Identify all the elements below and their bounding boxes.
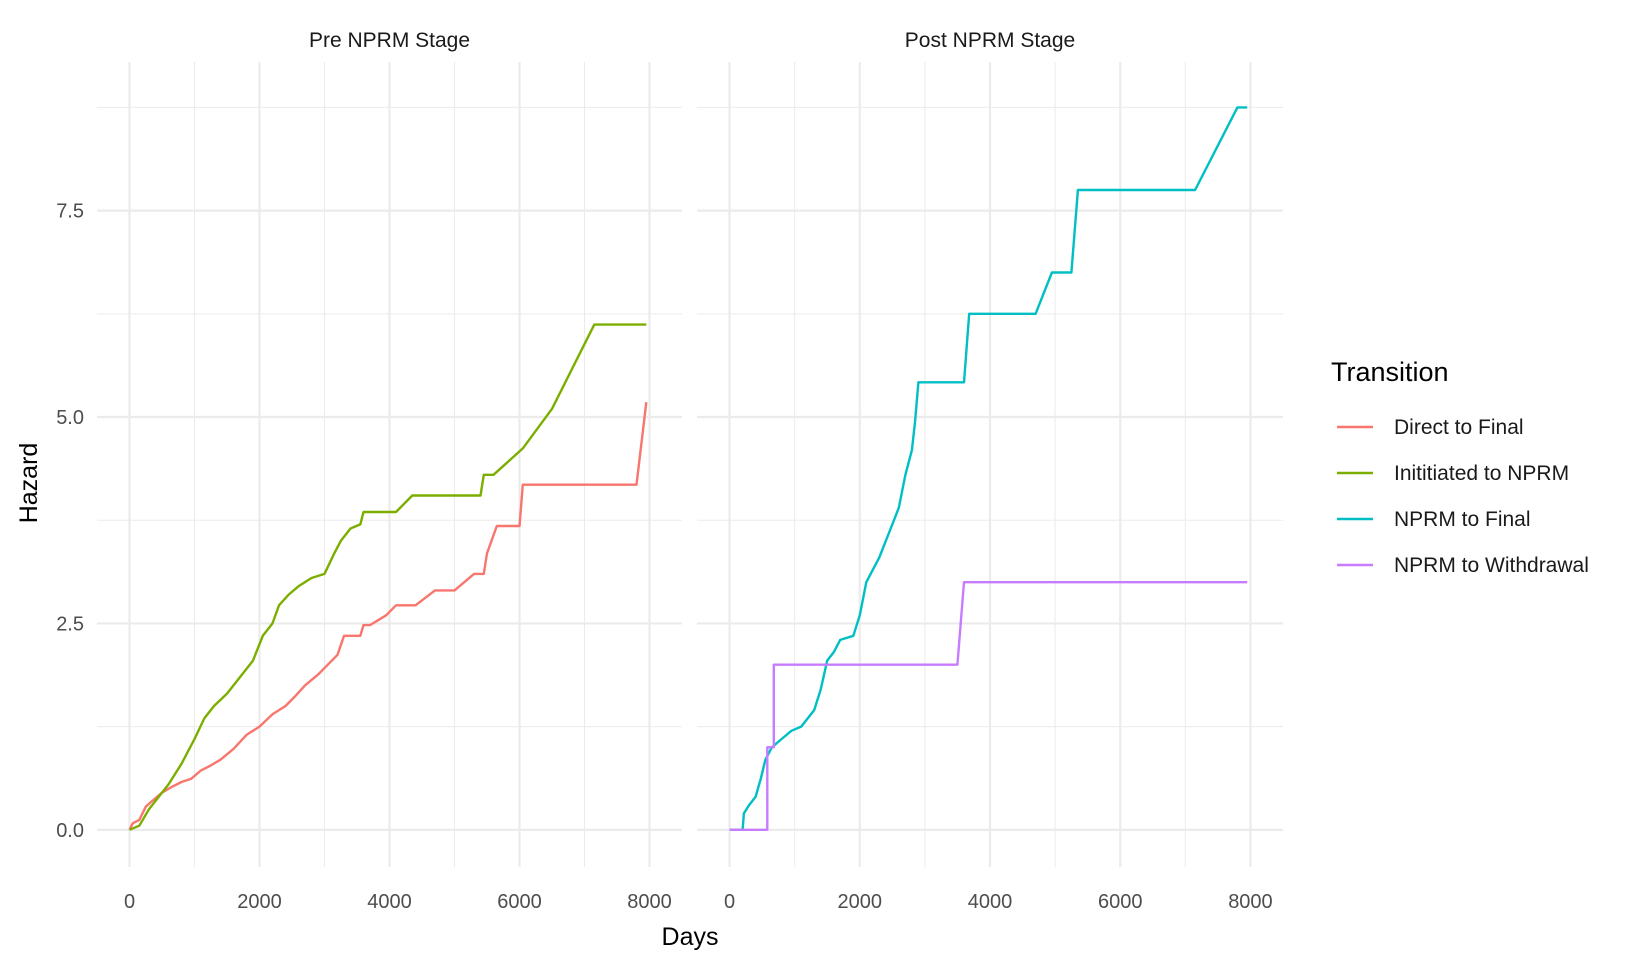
legend-layer: Transition Direct to Final Inititiated to … [1331,357,1589,577]
legend-label: Inititiated to NPRM [1394,462,1569,485]
x-tick-label: 4000 [367,891,412,913]
x-tick-label: 0 [124,891,135,913]
series-line-nprm-to-withdrawal [729,581,1248,831]
panel-title: Post NPRM Stage [905,29,1075,52]
x-axis-title: Days [662,923,719,951]
x-tick-label: 6000 [1098,891,1143,913]
panel-2: Post NPRM Stage 0 2000 4000 6000 8000 [697,29,1283,913]
x-tick-label: 4000 [968,891,1013,913]
legend-label: Direct to Final [1394,416,1524,439]
y-tick-label: 7.5 [56,201,84,223]
legend-label: NPRM to Withdrawal [1394,554,1589,577]
series-line-direct-to-final [128,402,648,831]
y-tick-label: 5.0 [56,407,84,429]
x-tick-label: 6000 [497,891,542,913]
x-tick-label: 2000 [237,891,282,913]
x-tick-label: 8000 [1228,891,1273,913]
axis-layer: 0.0 2.5 5.0 7.5 Days Hazard [15,201,718,951]
x-tick-label: 0 [724,891,735,913]
y-axis-title: Hazard [15,443,43,524]
y-tick-label: 0.0 [56,820,84,842]
series-line-inititiated-to-nprm [129,323,647,831]
legend-label: NPRM to Final [1394,508,1531,531]
y-tick-label: 2.5 [56,613,84,635]
series-line-nprm-to-final [729,106,1248,831]
panel-title: Pre NPRM Stage [309,29,470,52]
legend-title: Transition [1331,357,1449,387]
x-tick-label: 2000 [838,891,883,913]
x-tick-label: 8000 [627,891,672,913]
panel-1: Pre NPRM Stage 0 2000 4000 6000 8000 [97,29,682,913]
